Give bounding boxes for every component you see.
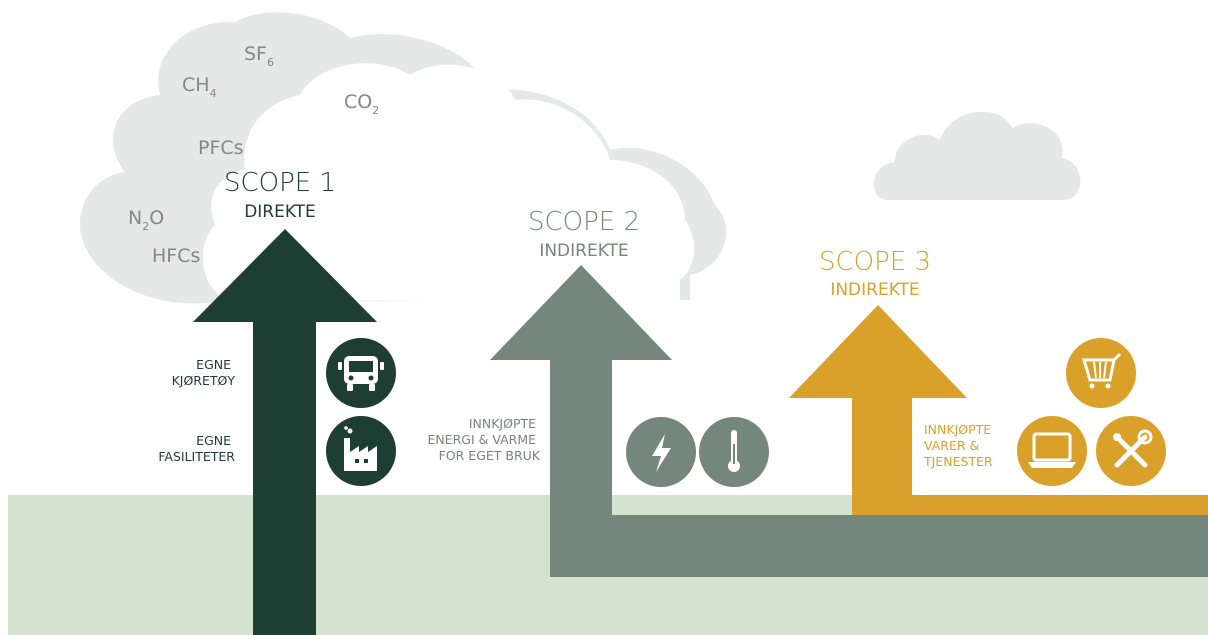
- gas-pfcs: PFCs: [198, 137, 244, 159]
- laptop-icon: [1017, 416, 1087, 486]
- thermometer-icon: [699, 417, 769, 487]
- scope2-arrow: [490, 265, 1208, 577]
- scope2-subtitle: INDIREKTE: [539, 241, 628, 261]
- scope1-label-facilities: EGNE FASILITETER: [158, 433, 235, 464]
- tools-icon: [1096, 416, 1166, 486]
- shopping-cart-icon: [1066, 338, 1136, 408]
- scope3-arrow: [789, 305, 1208, 515]
- scope1-label-vehicles: EGNE KJØRETØY: [172, 357, 236, 388]
- scope3-subtitle: INDIREKTE: [830, 280, 919, 300]
- scope2-title: SCOPE 2: [528, 207, 640, 237]
- svg-text:CO2: CO2: [344, 91, 379, 117]
- scope1-title: SCOPE 1: [224, 168, 336, 198]
- scope2-label: INNKJØPTE ENERGI & VARME FOR EGET BRUK: [427, 416, 540, 463]
- small-cloud: [873, 111, 1081, 200]
- gas-hfcs: HFCs: [152, 245, 200, 267]
- svg-text:N2O: N2O: [128, 207, 164, 233]
- inner-cloud: [202, 63, 695, 302]
- scope3-label: INNKJØPTE VARER & TJENESTER: [923, 422, 995, 469]
- factory-icon: [326, 416, 396, 486]
- scope1-subtitle: DIREKTE: [244, 202, 316, 222]
- lightning-icon: [626, 417, 696, 487]
- bus-icon: [326, 338, 396, 408]
- scope1-arrow: [193, 229, 377, 635]
- svg-text:CH4: CH4: [182, 74, 217, 100]
- scope3-title: SCOPE 3: [819, 247, 931, 277]
- svg-text:SF6: SF6: [244, 43, 274, 69]
